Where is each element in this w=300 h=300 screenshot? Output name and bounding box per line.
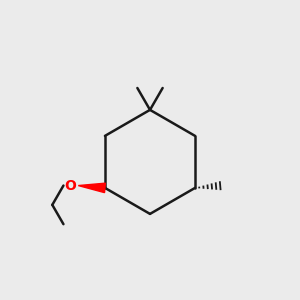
- Polygon shape: [78, 183, 105, 193]
- Text: O: O: [64, 178, 76, 193]
